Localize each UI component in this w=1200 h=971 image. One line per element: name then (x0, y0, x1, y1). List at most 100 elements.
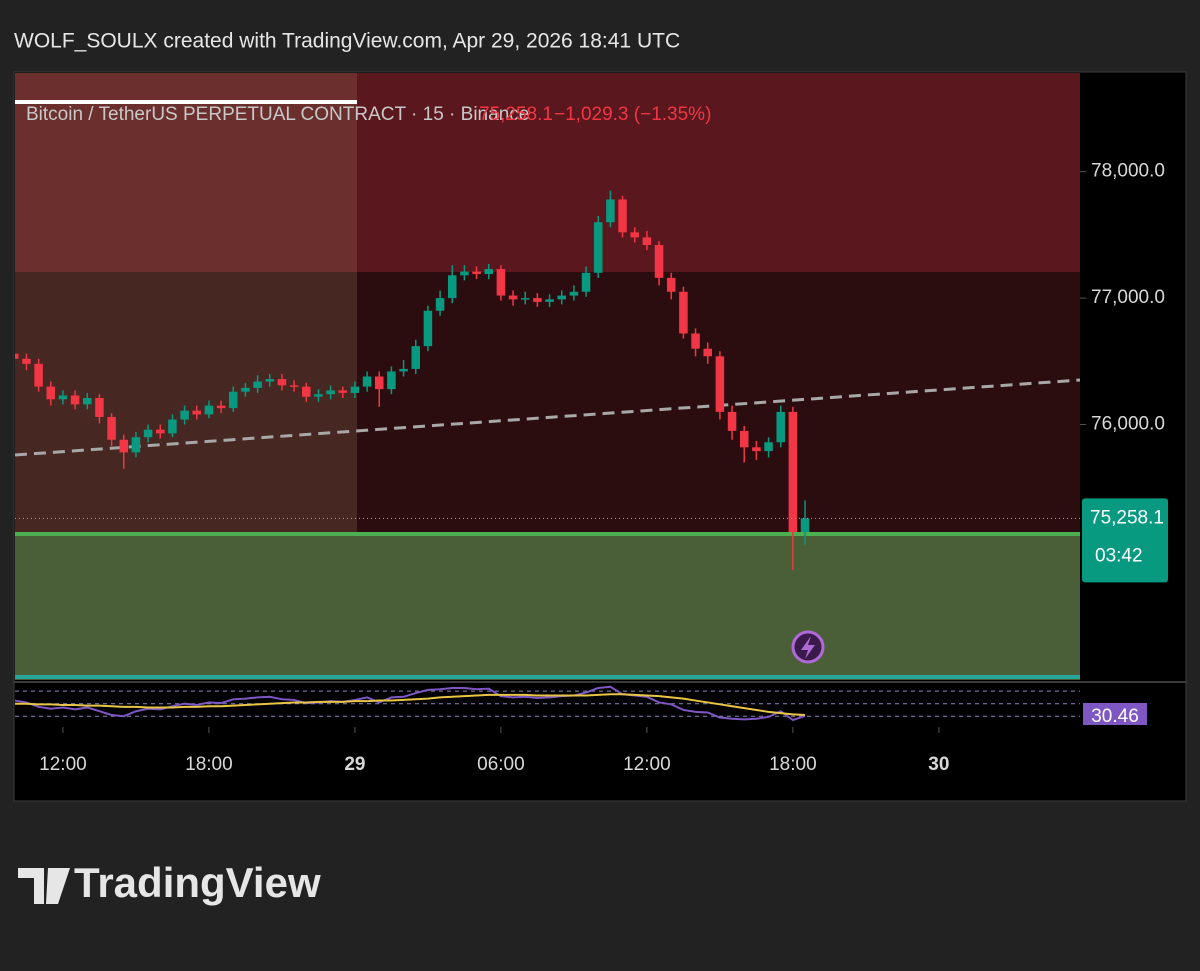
candle-body (192, 410, 202, 415)
x-tick-label: 18:00 (769, 754, 817, 775)
candle-body (666, 277, 676, 292)
candle-body (460, 271, 469, 276)
candle-body (58, 395, 68, 400)
candle-body (46, 386, 56, 400)
candle-body (228, 391, 238, 409)
trend-line (15, 378, 1080, 457)
alert-bolt (801, 636, 815, 659)
candle-body (642, 237, 652, 245)
candle-body (253, 381, 262, 388)
candle-body (569, 291, 579, 296)
countdown: 03:42 (1095, 545, 1143, 566)
rsi-axis: 30.46 (1083, 702, 1147, 727)
x-tick-label: 12:00 (39, 754, 87, 775)
y-tick-label: 76,000.0 (1091, 414, 1165, 435)
last-price-badge (1082, 498, 1168, 583)
candle-body (338, 390, 348, 393)
candle-body (630, 232, 639, 238)
zone-session (15, 73, 357, 533)
candle-body (520, 298, 530, 300)
candle-body (143, 429, 153, 438)
zone-support (15, 533, 1080, 680)
candle-body (435, 298, 445, 311)
zones (15, 73, 1080, 680)
candle-body (484, 269, 493, 275)
candle-body (241, 387, 250, 392)
candle-body (216, 405, 226, 409)
candle-body (168, 419, 177, 434)
symbol: Bitcoin / TetherUS PERPETUAL CONTRACT · … (26, 104, 529, 125)
candle-body (399, 368, 408, 372)
rsi-badge (1083, 702, 1147, 725)
candle-body (618, 199, 627, 233)
candle-body (265, 379, 275, 382)
rsi-pane (15, 685, 1080, 722)
candle-body (15, 353, 19, 359)
x-tick-label: 06:00 (477, 754, 525, 775)
pane-separator (14, 681, 1186, 683)
zone-mid (15, 272, 1080, 533)
candle-body (727, 411, 737, 431)
candle-body (764, 442, 773, 452)
candle-body (289, 385, 299, 387)
candle-body (679, 291, 688, 334)
candle-body (654, 244, 664, 278)
credit: WOLF_SOULX created with TradingView.com,… (14, 30, 680, 53)
candle-body (362, 376, 372, 387)
session-line (15, 100, 357, 104)
last-price-label: 75,258.1 (1090, 507, 1164, 528)
candle-body (593, 222, 603, 273)
candle-body (301, 386, 311, 397)
candle-body (800, 518, 810, 533)
legend-change: −1,029.3 (−1.35%) (554, 104, 711, 125)
candle-body (119, 439, 129, 453)
candle-body (374, 376, 384, 390)
candle-body (277, 379, 287, 386)
candle-body (22, 358, 31, 364)
candle-body (326, 390, 335, 395)
candle-body (606, 199, 615, 223)
alert-icon (791, 630, 825, 664)
zone-resistance (15, 73, 1080, 272)
candle-body (496, 269, 506, 296)
x-tick-label: 12:00 (623, 754, 671, 775)
y-tick-label: 78,000.0 (1091, 161, 1165, 182)
brand: TradingView (18, 859, 321, 906)
candle-body (545, 299, 554, 302)
legend-price: 75,258.1 (479, 104, 553, 125)
candle-body (776, 411, 785, 443)
candle-body (95, 397, 104, 417)
candle-body (533, 298, 542, 302)
candle-body (70, 395, 80, 405)
candle-body (107, 416, 116, 440)
candle-body (557, 295, 566, 300)
candle-body (508, 295, 518, 300)
candle-body (180, 410, 189, 420)
candle-body (703, 348, 712, 357)
candle-body (581, 272, 591, 292)
rsi-label: 30.46 (1091, 706, 1139, 727)
candle-body (314, 394, 323, 397)
candle-body (350, 386, 360, 393)
candle-body (447, 275, 457, 299)
candle-body (411, 346, 421, 369)
brand-logo (18, 868, 70, 904)
rsi-line (15, 685, 806, 722)
brand-name: TradingView (74, 859, 321, 906)
candle-body (156, 429, 165, 434)
candle-body (204, 405, 214, 415)
rsi-ma-line (15, 693, 806, 716)
x-tick-label: 30 (928, 754, 949, 775)
candle-body (691, 333, 700, 349)
x-tick-label: 29 (344, 754, 365, 775)
x-tick-label: 18:00 (185, 754, 233, 775)
candle-body (34, 363, 43, 387)
candle-body (472, 271, 481, 275)
candle-body (387, 371, 396, 390)
candle-body (423, 310, 433, 347)
candle-body (739, 430, 749, 448)
candles (15, 190, 810, 570)
y-tick-label: 77,000.0 (1091, 287, 1165, 308)
